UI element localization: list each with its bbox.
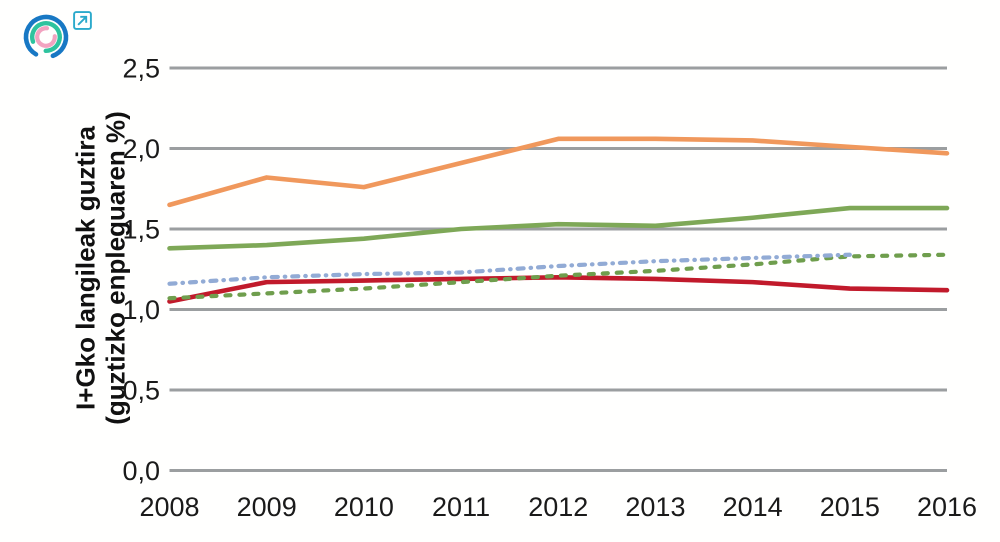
series-line-green-solid — [167, 205, 950, 251]
x-tick-label: 2010 — [334, 492, 394, 522]
y-tick-label: 1,0 — [122, 295, 160, 325]
x-tick-label: 2015 — [820, 492, 880, 522]
series-line-green-dashed — [167, 252, 950, 301]
brand-logo — [22, 13, 70, 61]
x-tick-label: 2014 — [723, 492, 783, 522]
y-tick-label: 0,5 — [122, 376, 160, 406]
series-line-blue-dash-dot — [167, 252, 852, 286]
external-link-icon — [73, 11, 92, 30]
y-tick-label: 2,0 — [122, 134, 160, 164]
x-tick-label: 2011 — [432, 492, 490, 522]
x-tick-label: 2013 — [625, 492, 685, 522]
y-tick-label: 0,0 — [122, 456, 160, 486]
external-link-button[interactable] — [73, 11, 92, 30]
x-tick-label: 2012 — [528, 492, 588, 522]
series-line-red-solid — [167, 274, 950, 304]
x-tick-label: 2008 — [139, 492, 199, 522]
x-tick-label: 2009 — [237, 492, 297, 522]
x-tick-label: 2016 — [917, 492, 977, 522]
y-tick-label: 1,5 — [122, 215, 160, 245]
concentric-arcs-logo-icon — [23, 14, 69, 60]
series-line-orange-solid — [167, 136, 950, 208]
y-tick-label: 2,5 — [122, 54, 160, 84]
